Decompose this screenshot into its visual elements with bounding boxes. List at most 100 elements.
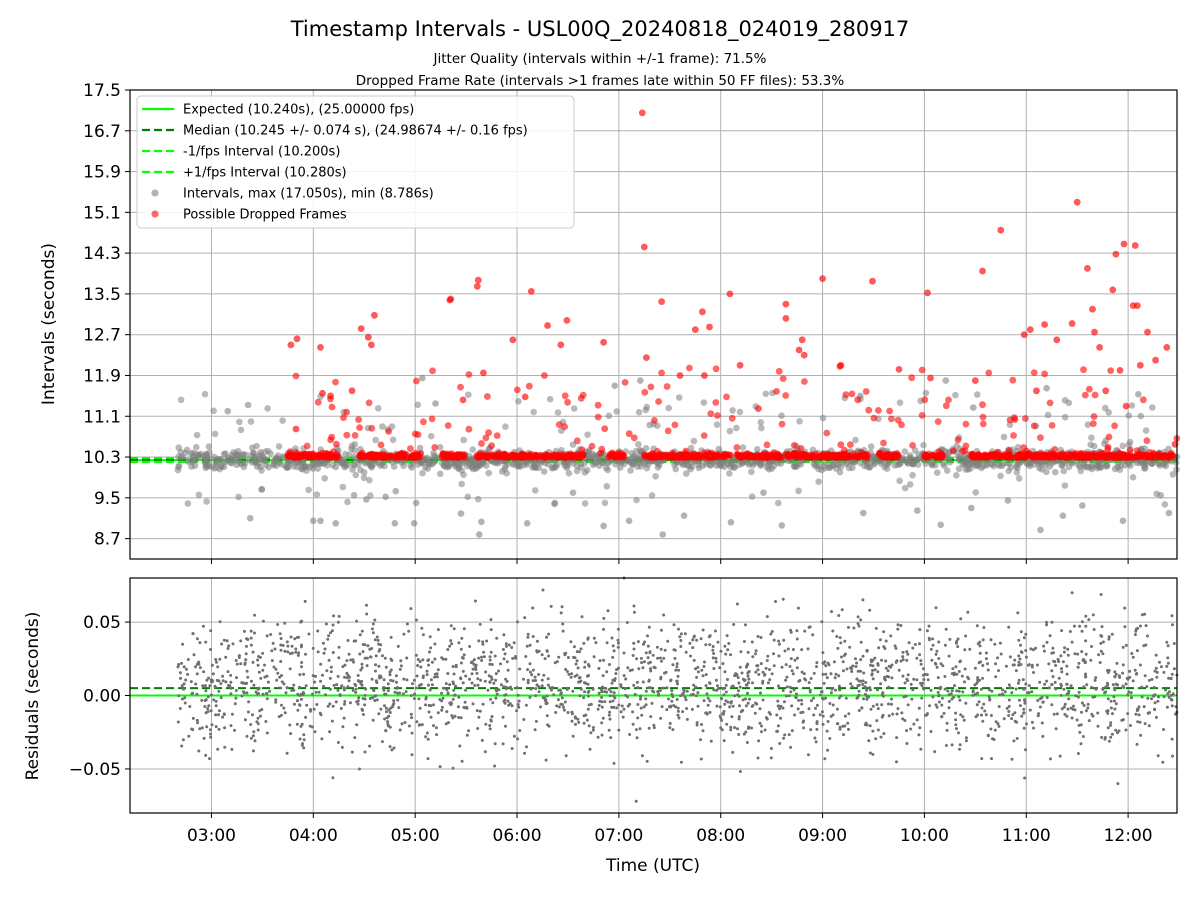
interval-point <box>1162 501 1169 508</box>
residual-point <box>354 639 357 642</box>
residual-point <box>1031 666 1034 669</box>
residual-point <box>370 647 373 650</box>
residual-point <box>215 700 218 703</box>
residual-point <box>335 683 338 686</box>
interval-point <box>1062 414 1069 421</box>
residual-point <box>219 682 222 685</box>
residual-point <box>479 679 482 682</box>
residual-point <box>433 676 436 679</box>
residual-point <box>760 662 763 665</box>
interval-point <box>1045 412 1052 419</box>
residual-point <box>1053 713 1056 716</box>
residual-point <box>402 633 405 636</box>
interval-point <box>1079 502 1086 509</box>
dropped-frame-point <box>701 372 708 379</box>
top-y-tick-label: 14.3 <box>83 244 121 264</box>
residual-point <box>547 655 550 658</box>
residual-point <box>446 648 449 651</box>
residual-point <box>305 704 308 707</box>
residual-point <box>301 744 304 747</box>
interval-point <box>733 425 740 432</box>
residual-point <box>511 747 514 750</box>
residual-point <box>632 723 635 726</box>
residual-point <box>229 692 232 695</box>
residual-point <box>337 741 340 744</box>
residual-point <box>1166 656 1169 659</box>
residual-point <box>261 669 264 672</box>
residual-point <box>656 646 659 649</box>
residual-point <box>542 674 545 677</box>
dropped-frame-point <box>771 453 778 460</box>
residual-point <box>466 734 469 737</box>
residual-point <box>1162 671 1165 674</box>
residual-point <box>452 767 455 770</box>
residual-point <box>338 646 341 649</box>
residual-point <box>1097 725 1100 728</box>
residual-point <box>859 658 862 661</box>
residual-point <box>985 713 988 716</box>
residual-point <box>491 701 494 704</box>
dropped-frame-point <box>643 354 650 361</box>
residual-point <box>490 676 493 679</box>
residual-point <box>288 724 291 727</box>
residual-point <box>912 723 915 726</box>
residual-point <box>236 663 239 666</box>
residual-point <box>1065 715 1068 718</box>
residual-point <box>1172 692 1175 695</box>
residual-point <box>608 714 611 717</box>
residual-point <box>433 658 436 661</box>
interval-point <box>972 489 979 496</box>
residual-point <box>877 664 880 667</box>
residual-point <box>843 725 846 728</box>
residual-point <box>278 676 281 679</box>
residual-point <box>670 700 673 703</box>
residual-point <box>761 680 764 683</box>
residual-point <box>1136 709 1139 712</box>
residual-point <box>791 729 794 732</box>
residual-point <box>439 765 442 768</box>
residual-point <box>988 695 991 698</box>
dropped-frame-point <box>296 453 303 460</box>
residual-point <box>997 669 1000 672</box>
residual-point <box>1002 693 1005 696</box>
residual-point <box>518 668 521 671</box>
residual-point <box>890 698 893 701</box>
residual-point <box>422 676 425 679</box>
residual-point <box>564 652 567 655</box>
residual-point <box>1024 748 1027 751</box>
residual-point <box>686 690 689 693</box>
residual-point <box>720 697 723 700</box>
residual-point <box>662 614 665 617</box>
residual-point <box>227 670 230 673</box>
residual-point <box>617 628 620 631</box>
residual-point <box>183 665 186 668</box>
residual-point <box>826 676 829 679</box>
residual-point <box>1078 662 1081 665</box>
dropped-frame-point <box>692 326 699 333</box>
residual-point <box>1077 752 1080 755</box>
dropped-frame-point <box>1006 447 1013 454</box>
residual-point <box>910 698 913 701</box>
residual-point <box>612 700 615 703</box>
interval-point <box>626 518 633 525</box>
interval-point <box>306 464 313 471</box>
residual-point <box>917 733 920 736</box>
residual-point <box>757 757 760 760</box>
residual-point <box>517 706 520 709</box>
residual-point <box>387 689 390 692</box>
residual-point <box>1106 712 1109 715</box>
interval-point <box>602 500 609 507</box>
residual-point <box>757 668 760 671</box>
residual-point <box>463 627 466 630</box>
residual-point <box>484 723 487 726</box>
residual-point <box>785 695 788 698</box>
residual-point <box>576 650 579 653</box>
residual-point <box>394 691 397 694</box>
residual-point <box>1173 642 1176 645</box>
residual-point <box>794 659 797 662</box>
dropped-frame-point <box>819 275 826 282</box>
interval-point <box>584 431 591 438</box>
residual-point <box>583 681 586 684</box>
residual-point <box>1054 681 1057 684</box>
residual-point <box>691 708 694 711</box>
